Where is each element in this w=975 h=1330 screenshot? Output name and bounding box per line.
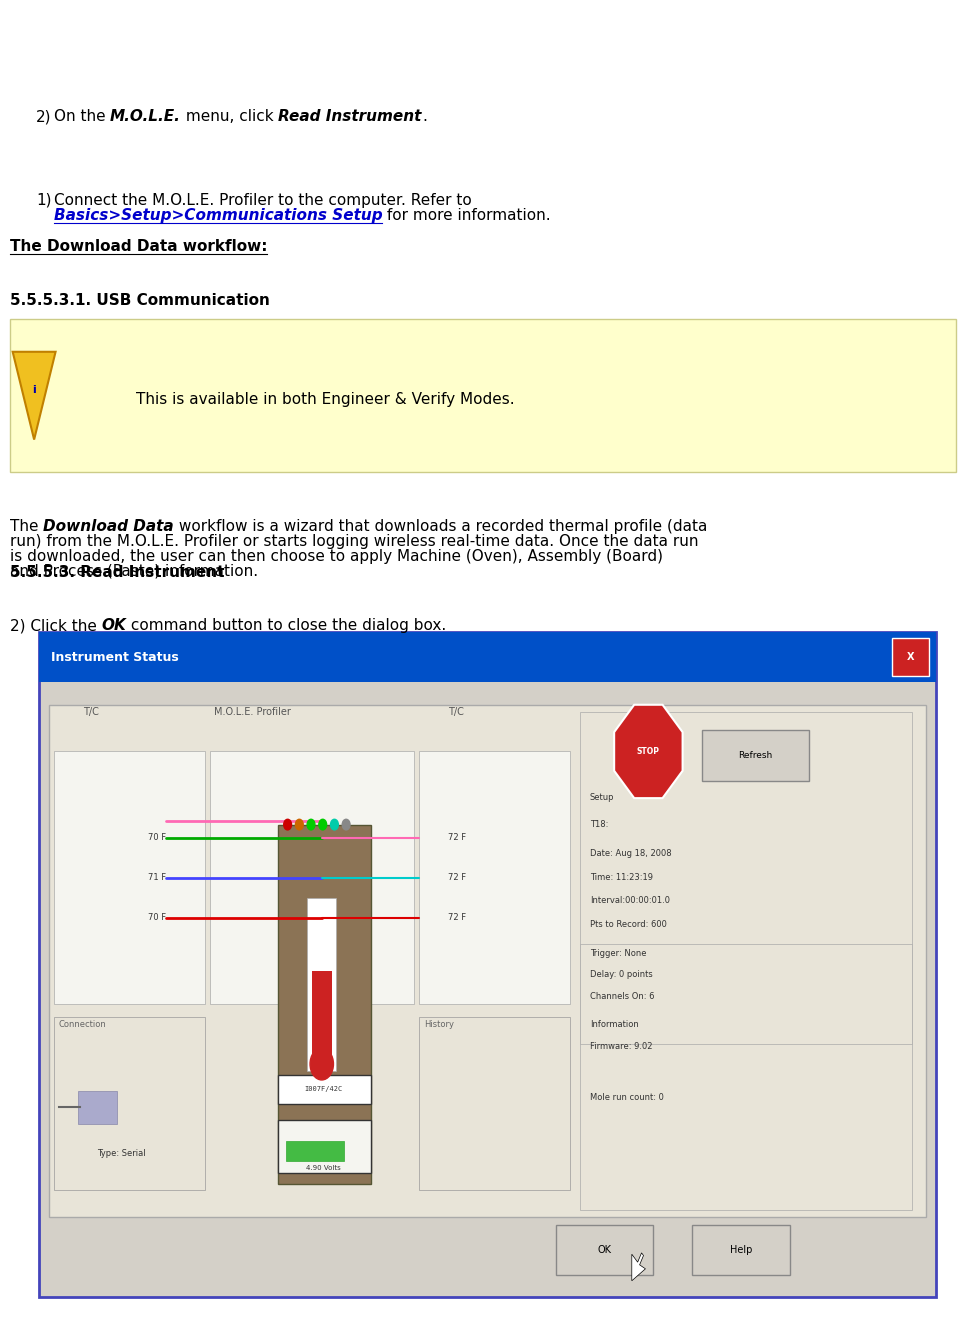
Text: The Download Data workflow:: The Download Data workflow: <box>10 239 267 254</box>
Text: i: i <box>32 386 36 395</box>
Polygon shape <box>13 351 56 439</box>
Text: menu, click: menu, click <box>181 109 279 124</box>
Text: run) from the M.O.L.E. Profiler or starts logging wireless real-time data. Once : run) from the M.O.L.E. Profiler or start… <box>10 533 698 549</box>
Text: Information: Information <box>590 1020 639 1028</box>
Text: This is available in both Engineer & Verify Modes.: This is available in both Engineer & Ver… <box>136 391 515 407</box>
Text: 5.5.5.3.1. USB Communication: 5.5.5.3.1. USB Communication <box>10 293 270 307</box>
Text: 70 F: 70 F <box>147 914 166 922</box>
Text: Basics>Setup>Communications Setup: Basics>Setup>Communications Setup <box>54 207 382 223</box>
Text: 72 F: 72 F <box>448 914 467 922</box>
Circle shape <box>284 819 292 830</box>
FancyBboxPatch shape <box>278 1075 370 1104</box>
Text: 5.5.5.3. Read Instrument: 5.5.5.3. Read Instrument <box>10 565 224 580</box>
Polygon shape <box>614 705 682 798</box>
FancyBboxPatch shape <box>580 944 912 1044</box>
Text: I007F/42C: I007F/42C <box>304 1087 343 1092</box>
Text: 72 F: 72 F <box>448 874 467 882</box>
Text: and Process (Paste) information.: and Process (Paste) information. <box>10 564 257 579</box>
Text: Channels On: 6: Channels On: 6 <box>590 992 654 1000</box>
Text: Trigger: None: Trigger: None <box>590 950 646 958</box>
Text: Firmware: 9.02: Firmware: 9.02 <box>590 1043 652 1051</box>
Text: for more information.: for more information. <box>382 207 551 223</box>
Text: The: The <box>10 519 43 533</box>
FancyBboxPatch shape <box>54 1017 205 1190</box>
Text: command button to close the dialog box.: command button to close the dialog box. <box>127 618 447 633</box>
FancyBboxPatch shape <box>10 319 956 472</box>
Text: 2) Click the: 2) Click the <box>10 618 101 633</box>
Text: Interval:00:00:01.0: Interval:00:00:01.0 <box>590 896 670 904</box>
Text: 70 F: 70 F <box>147 834 166 842</box>
Circle shape <box>295 819 303 830</box>
Text: Setup: Setup <box>590 794 614 802</box>
Text: X: X <box>907 652 915 662</box>
Text: Date: Aug 18, 2008: Date: Aug 18, 2008 <box>590 850 672 858</box>
FancyBboxPatch shape <box>312 971 332 1064</box>
Text: STOP: STOP <box>637 747 660 755</box>
FancyBboxPatch shape <box>580 712 912 1210</box>
Polygon shape <box>632 1253 645 1281</box>
Circle shape <box>319 819 327 830</box>
Text: On the: On the <box>54 109 110 124</box>
Text: .: . <box>422 109 427 124</box>
Text: Time: 11:23:19: Time: 11:23:19 <box>590 874 653 882</box>
FancyBboxPatch shape <box>49 705 926 1217</box>
Text: 72 F: 72 F <box>448 834 467 842</box>
Text: M.O.L.E. Profiler: M.O.L.E. Profiler <box>214 706 292 717</box>
Text: Delay: 0 points: Delay: 0 points <box>590 971 652 979</box>
Text: Read Instrument: Read Instrument <box>279 109 422 124</box>
Text: OK: OK <box>598 1245 611 1256</box>
Text: OK: OK <box>101 618 127 633</box>
Text: 71 F: 71 F <box>147 874 166 882</box>
Text: is downloaded, the user can then choose to apply Machine (Oven), Assembly (Board: is downloaded, the user can then choose … <box>10 549 663 564</box>
FancyBboxPatch shape <box>419 751 570 1004</box>
FancyBboxPatch shape <box>419 1017 570 1190</box>
Text: Connect the M.O.L.E. Profiler to the computer. Refer to: Connect the M.O.L.E. Profiler to the com… <box>54 193 471 207</box>
Text: Connection: Connection <box>58 1020 106 1028</box>
FancyBboxPatch shape <box>278 1120 370 1173</box>
FancyBboxPatch shape <box>39 632 936 1297</box>
Text: Download Data: Download Data <box>43 519 174 533</box>
Text: Refresh: Refresh <box>738 751 773 759</box>
Text: Instrument Status: Instrument Status <box>51 650 178 664</box>
FancyBboxPatch shape <box>307 898 336 1071</box>
Text: T/C: T/C <box>83 706 98 717</box>
FancyBboxPatch shape <box>892 638 929 676</box>
Circle shape <box>331 819 338 830</box>
Text: workflow is a wizard that downloads a recorded thermal profile (data: workflow is a wizard that downloads a re… <box>174 519 707 533</box>
FancyBboxPatch shape <box>278 825 370 1184</box>
FancyBboxPatch shape <box>556 1225 653 1275</box>
FancyBboxPatch shape <box>210 751 414 1004</box>
Text: 2): 2) <box>36 109 52 124</box>
Text: 1): 1) <box>36 193 52 207</box>
Circle shape <box>307 819 315 830</box>
Text: Mole run count: 0: Mole run count: 0 <box>590 1093 664 1101</box>
FancyBboxPatch shape <box>286 1141 344 1161</box>
FancyBboxPatch shape <box>78 1091 117 1124</box>
FancyBboxPatch shape <box>702 730 809 781</box>
Text: History: History <box>424 1020 454 1028</box>
Text: T18:: T18: <box>590 821 608 829</box>
Text: Help: Help <box>730 1245 752 1256</box>
FancyBboxPatch shape <box>39 632 936 682</box>
Text: T/C: T/C <box>448 706 464 717</box>
FancyBboxPatch shape <box>692 1225 790 1275</box>
Text: Pts to Record: 600: Pts to Record: 600 <box>590 920 667 928</box>
Text: Type: Serial: Type: Serial <box>98 1149 146 1157</box>
Circle shape <box>342 819 350 830</box>
FancyBboxPatch shape <box>54 751 205 1004</box>
Text: M.O.L.E.: M.O.L.E. <box>110 109 181 124</box>
Text: 4.90 Volts: 4.90 Volts <box>306 1165 341 1170</box>
Circle shape <box>310 1048 333 1080</box>
